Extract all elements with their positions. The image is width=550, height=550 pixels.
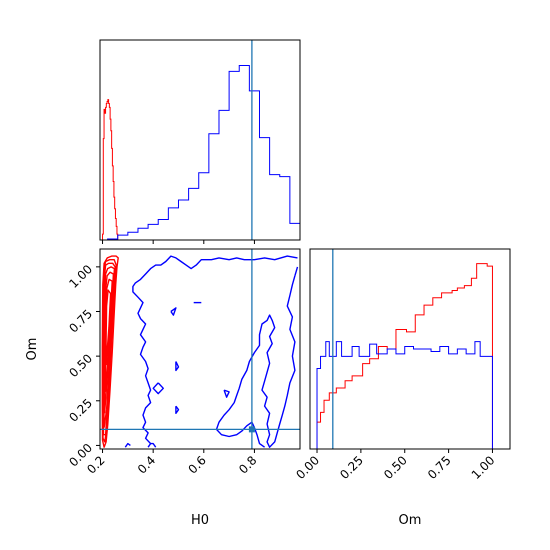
h0-histogram-plot	[102, 64, 300, 240]
contour-x-axis-label: H0	[191, 513, 209, 528]
contour-x-tick-label-1: 0.4	[135, 453, 158, 476]
om-x-tick-label-2: 0.50	[381, 453, 410, 482]
om-histogram-series-1	[316, 263, 493, 449]
h0-histogram-series-1	[102, 99, 119, 240]
contour-series-2-level-6	[175, 361, 180, 372]
om-x-tick-label-0: 0.00	[293, 453, 322, 482]
om-x-tick-label-4: 1.00	[469, 453, 498, 482]
contour-series-2-level-7	[152, 382, 164, 395]
contour-series-2-level-10	[223, 389, 230, 398]
h0-histogram-series-2	[107, 64, 300, 240]
contour-y-tick-label-1: 0.25	[66, 396, 95, 425]
contour-series-2-level-1	[124, 442, 131, 448]
contour-series-1-level-4	[103, 266, 116, 428]
contour-series-2-level-2	[147, 442, 157, 448]
om-x-axis-label: Om	[399, 513, 422, 528]
contour-x-tick-label-2: 0.6	[186, 453, 209, 476]
contour-series-2-level-5	[170, 307, 177, 316]
contour-series-2-level-11	[294, 266, 299, 276]
contour-plot	[101, 255, 299, 448]
contour-frame	[99, 248, 301, 450]
contour-y-tick-label-4: 1.00	[66, 262, 95, 291]
contour-series-1-level-7	[105, 289, 112, 366]
contour-series-2-level-8	[175, 405, 180, 414]
contour-y-tick-label-2: 0.50	[66, 351, 95, 380]
h0-histogram-frame	[99, 39, 301, 241]
om-histogram-series-2	[316, 341, 493, 449]
om-histogram-frame	[309, 248, 511, 450]
contour-x-tick-label-3: 0.8	[236, 453, 259, 476]
contour-series-2-level-3	[132, 255, 298, 445]
om-histogram-plot	[316, 263, 493, 449]
contour-series-2-level-9	[215, 275, 296, 448]
contour-truth-marker	[248, 426, 255, 433]
contour-y-tick-label-3: 0.75	[66, 307, 95, 336]
om-x-tick-label-1: 0.25	[337, 453, 366, 482]
om-x-tick-label-3: 0.75	[425, 453, 454, 482]
contour-y-axis-label: Om	[25, 338, 40, 361]
